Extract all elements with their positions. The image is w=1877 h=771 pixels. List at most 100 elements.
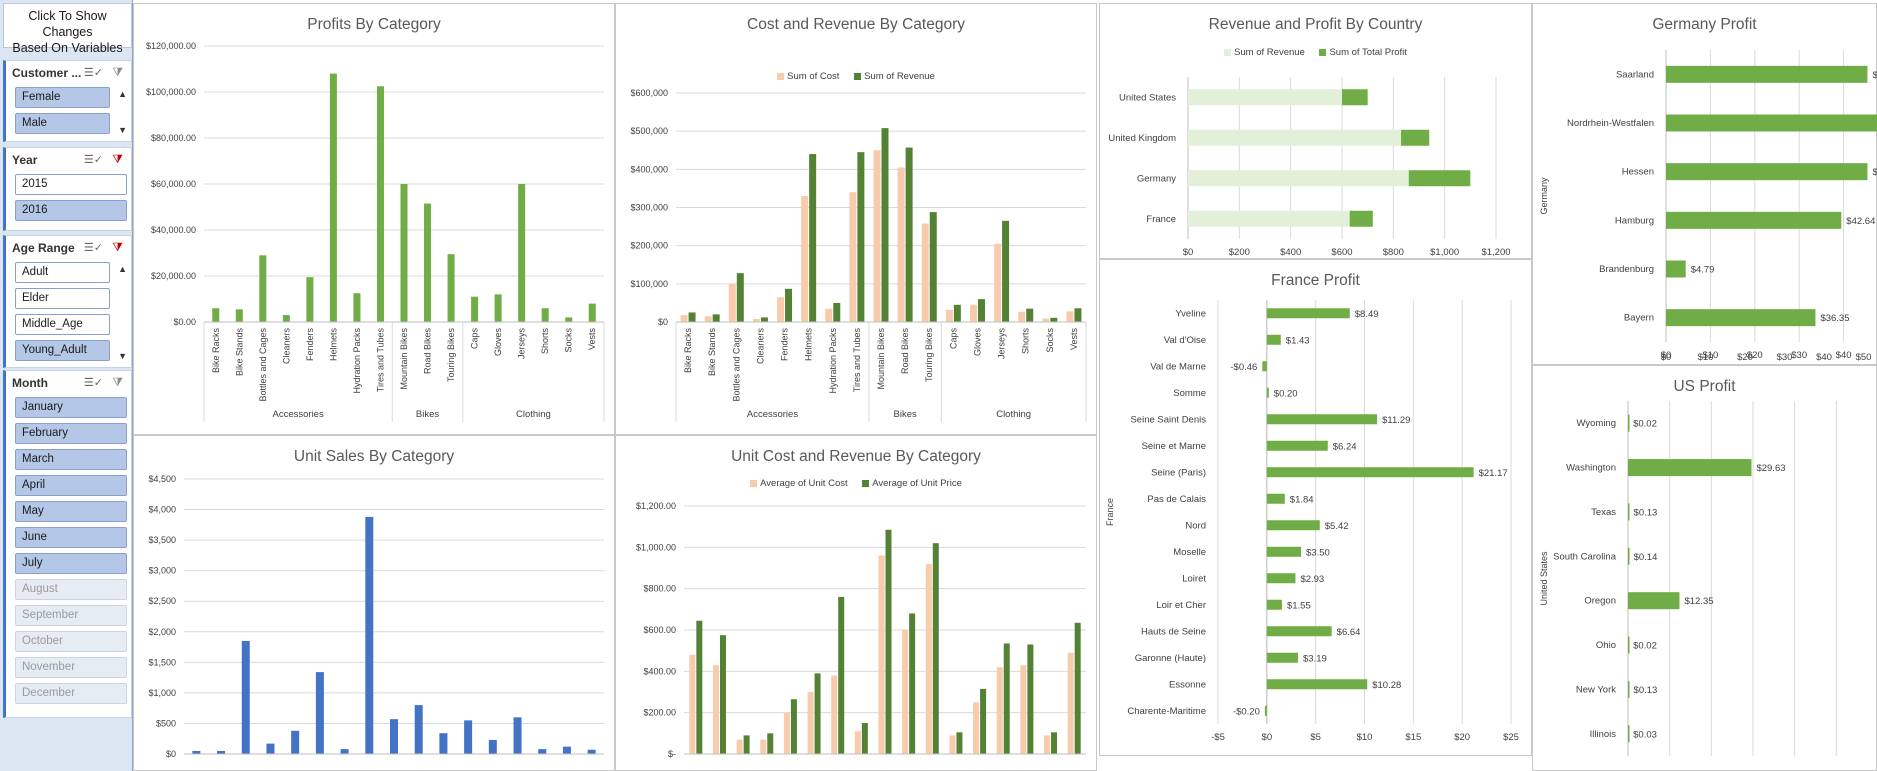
y-tick-label: $80,000.00 [151,133,196,143]
bar-sum-of-revenue-jerseys [1002,220,1010,322]
x-tick-label: $600 [1331,247,1352,258]
y-tick-label: $500,000 [630,126,668,136]
customer-slicer[interactable]: Customer ... ☰✓ ⧩ Female Male ▲ ▼ [3,60,132,142]
bar-average-of-unit-cost-2 [736,739,743,754]
legend-swatch-revenue [854,72,862,80]
x-tick-label: $800 [1383,247,1404,258]
month-item-march[interactable]: March [15,449,127,470]
legend-swatch-unit-price [862,479,870,487]
y-tick-label: $0 [658,317,668,327]
y-tick-label: $100,000.00 [146,87,196,97]
bar-sum-of-total-profit-united-kingdom [1401,129,1430,146]
clear-filter-icon[interactable]: ⧩ [112,240,123,254]
customer-slicer-title: Customer ... [12,66,82,80]
bar-oregon [1628,592,1680,610]
age-item-elder[interactable]: Elder [15,288,110,309]
category-label-germany: Germany [1137,173,1176,184]
bar-sum-of-cost-jerseys [994,243,1002,322]
y-tick-label: $400.00 [643,666,676,676]
x-tick-label: $0 [1183,247,1194,258]
bar-values-4 [291,730,300,754]
bar-sum-of-revenue-united-kingdom [1188,129,1402,146]
multi-select-icon[interactable]: ☰✓ [83,242,103,254]
month-item-november[interactable]: November [15,657,127,678]
bar-values-10 [439,733,448,754]
bar-sum-of-revenue-hydration-packs [833,302,841,322]
x-tick-label: $1,200 [1481,247,1510,258]
legend-label-cost: Sum of Cost [787,71,840,82]
year-item-2016[interactable]: 2016 [15,200,127,221]
category-label-bottles-and-cages: Bottles and Cages [258,328,268,402]
month-item-january[interactable]: January [15,397,127,418]
month-item-august[interactable]: August [15,579,127,600]
bar-sum-of-total-profit-france [1349,210,1373,227]
age-item-adult[interactable]: Adult [15,262,110,283]
month-slicer[interactable]: Month ☰✓ ⧩ January February March April May June… [3,370,132,718]
bar-values-jerseys [518,184,526,322]
customer-item-female[interactable]: Female [15,87,110,108]
bar-sum-of-cost-socks [1042,318,1050,322]
multi-select-icon[interactable]: ☰✓ [83,377,103,389]
age-range-slicer[interactable]: Age Range ☰✓ ⧩ Adult Elder Middle_Age Young_Ad… [3,235,132,368]
multi-select-icon[interactable]: ☰✓ [83,67,103,79]
year-item-2015[interactable]: 2015 [15,174,127,195]
scroll-up-icon[interactable]: ▲ [118,89,127,99]
bar-average-of-unit-price-7 [861,723,868,754]
year-slicer[interactable]: Year ☰✓ ⧩ 2015 2016 [3,147,132,231]
category-label-cleaners: Cleaners [281,328,291,365]
y-tick-label: $800.00 [643,584,676,594]
clear-filter-icon[interactable]: ⧩ [112,375,123,389]
category-label-cleaners: Cleaners [755,328,765,365]
category-label-caps: Caps [470,328,480,350]
clear-filter-icon[interactable]: ⧩ [112,65,123,79]
germany-chart: $0 $10 $20 $30 $40 $50 Saarland $4 Nordrhein-Wes… [1539,50,1877,363]
axis-title: Germany [1539,177,1549,215]
slicer-pane: Click To Show Changes Based On Variables… [0,0,133,771]
y-tick-label: $1,200.00 [636,501,676,511]
instruction-header: Click To Show Changes Based On Variables [3,3,132,55]
bar-sum-of-cost-fenders [777,297,785,322]
y-tick-label: $4,500 [148,474,176,484]
bar-values-bike-stands [235,309,243,322]
x-tick-label: $30 [1791,350,1807,361]
category-label-bike-stands: Bike Stands [234,328,244,377]
category-label-south-carolina: South Carolina [1553,551,1617,562]
us-panel: US Profit Wyoming $0.02 Washington $29.63 Te… [1532,365,1877,771]
scroll-down-icon[interactable]: ▼ [118,125,127,135]
multi-select-icon[interactable]: ☰✓ [83,154,103,166]
month-item-april[interactable]: April [15,475,127,496]
scroll-up-icon[interactable]: ▲ [118,264,127,274]
month-item-may[interactable]: May [15,501,127,522]
x-tick-label: $10 [1698,352,1714,363]
x-tick-label: -$5 [1211,732,1225,743]
month-item-october[interactable]: October [15,631,127,652]
category-label-shorts: Shorts [1021,328,1031,355]
clear-filter-icon[interactable]: ⧩ [112,152,123,166]
month-item-december[interactable]: December [15,683,127,704]
x-tick-label: $20 [1454,732,1470,743]
scroll-down-icon[interactable]: ▼ [118,351,127,361]
bar-values-0 [192,750,201,754]
bar-garonne-haute [1266,652,1298,663]
age-item-middle-age[interactable]: Middle_Age [15,314,110,335]
x-tick-label: $0 [1661,352,1672,363]
bar-average-of-unit-cost-7 [854,731,861,754]
group-label-accessories: Accessories [273,409,324,420]
month-item-july[interactable]: July [15,553,127,574]
bar-sum-of-revenue-socks [1050,317,1058,322]
unitcost-chart-title: Unit Cost and Revenue By Category [731,448,981,465]
data-label-hauts-de-seine: $6.64 [1337,627,1361,638]
month-item-june[interactable]: June [15,527,127,548]
bar-somme [1266,387,1269,398]
france-panel: France Profit -$5 $0 $5 $10 $15 $20 $25 Yveline… [1099,259,1532,756]
y-tick-label: $300,000 [630,203,668,213]
month-item-september[interactable]: September [15,605,127,626]
age-item-young-adult[interactable]: Young_Adult [15,340,110,361]
legend-label-revenue: Sum of Revenue [864,71,935,82]
bar-new-york [1628,680,1630,698]
month-item-february[interactable]: February [15,423,127,444]
customer-item-male[interactable]: Male [15,113,110,134]
bar-average-of-unit-price-3 [767,733,774,754]
bar-nord [1266,520,1320,531]
category-label-fenders: Fenders [305,328,315,362]
